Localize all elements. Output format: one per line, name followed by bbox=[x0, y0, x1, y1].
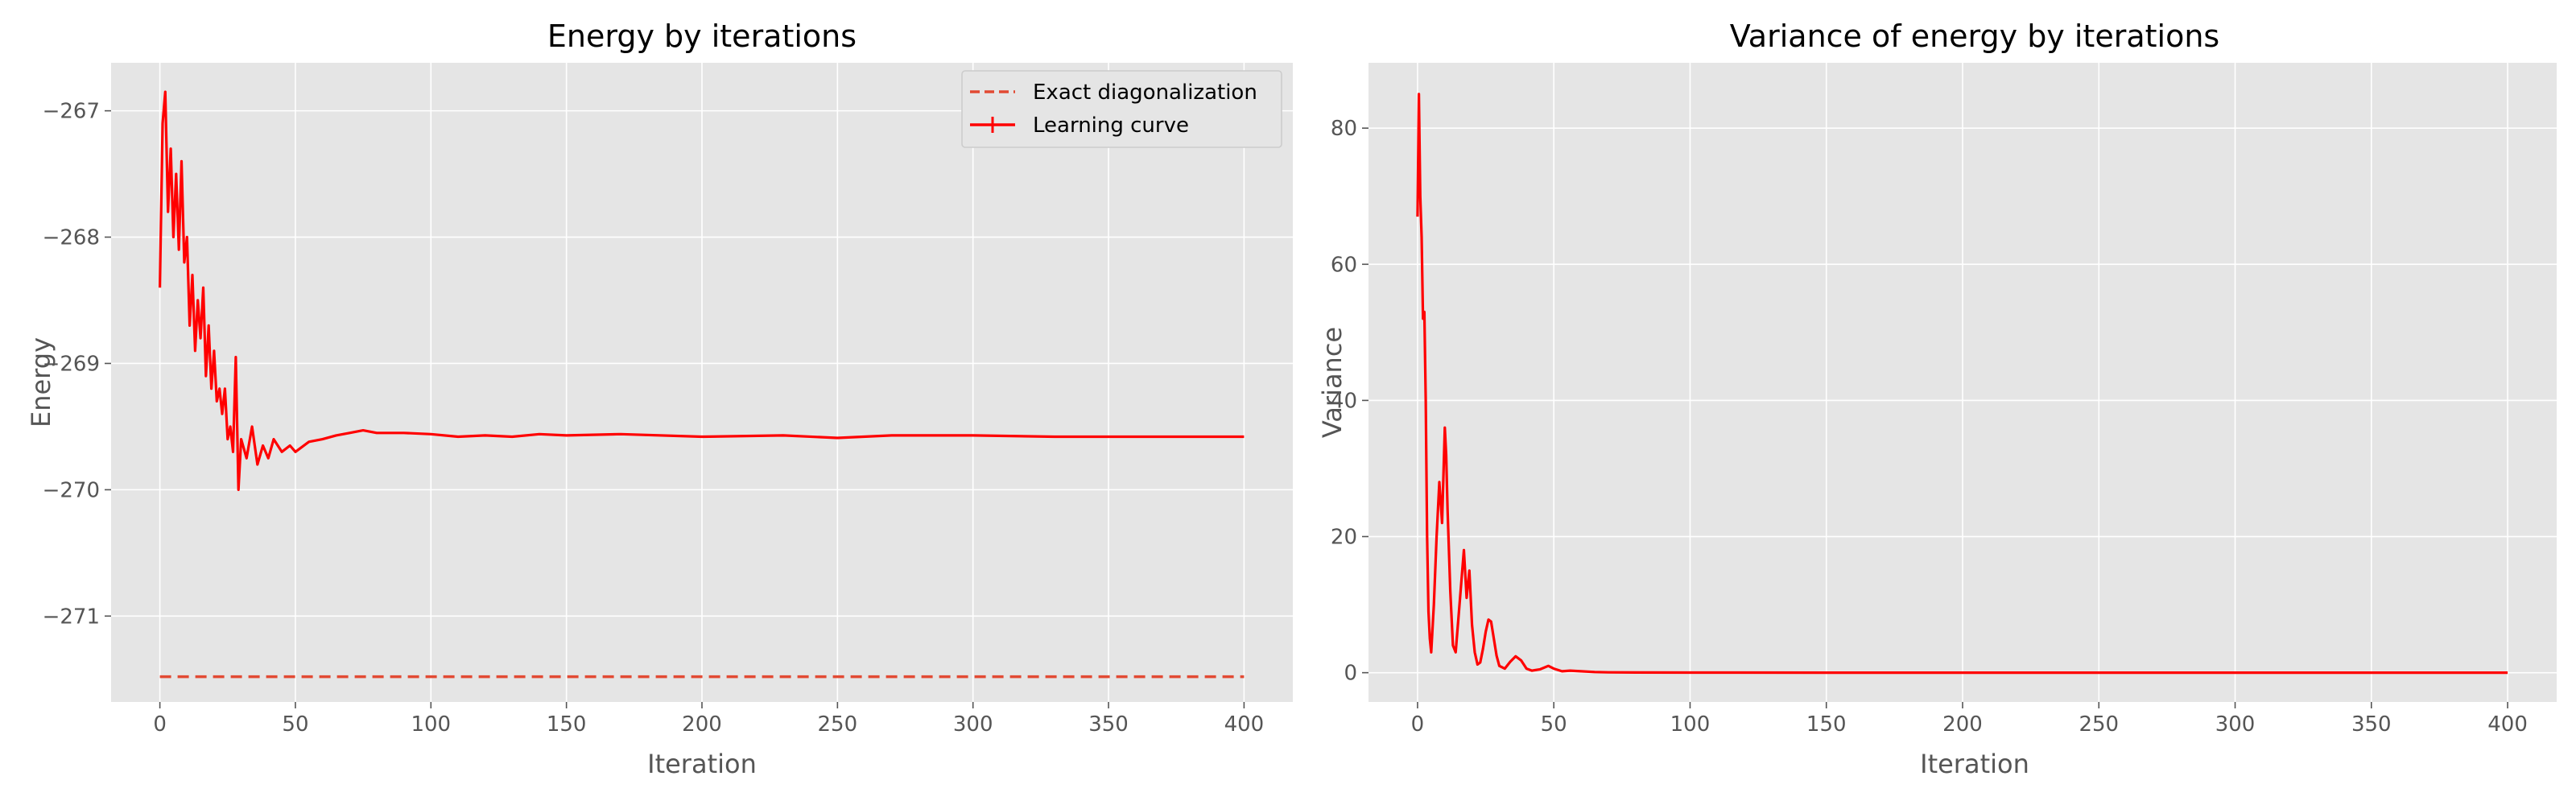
variance-y-ticks: 0 20 40 60 80 bbox=[1331, 117, 1368, 686]
series-line-series-0 bbox=[1416, 93, 2508, 675]
variance-y-axis-label: Variance bbox=[1317, 327, 1348, 438]
x-tick-label: 200 bbox=[682, 712, 722, 737]
x-tick-label: 150 bbox=[1806, 712, 1847, 737]
x-tick-label: 0 bbox=[1411, 712, 1425, 737]
y-tick-label: −271 bbox=[43, 605, 100, 629]
x-tick-label: 200 bbox=[1942, 712, 1983, 737]
x-tick-label: 100 bbox=[411, 712, 451, 737]
x-tick-label: 50 bbox=[1541, 712, 1567, 737]
energy-y-ticks: −267 −268 −269 −270 −271 bbox=[43, 100, 111, 629]
energy-series bbox=[159, 90, 1245, 679]
x-tick-label: 300 bbox=[953, 712, 993, 737]
variance-x-ticks: 0 50 100 150 200 250 300 350 400 bbox=[1411, 702, 2528, 737]
x-tick-label: 50 bbox=[282, 712, 308, 737]
y-tick-label: 20 bbox=[1331, 526, 1357, 550]
variance-chart-title: Variance of energy by iterations bbox=[1730, 19, 2219, 54]
x-tick-label: 0 bbox=[153, 712, 167, 737]
energy-y-axis-label: Energy bbox=[26, 337, 56, 427]
variance-chart: 0 50 100 150 200 250 300 350 400 0 20 40 60 80 Varia… bbox=[1317, 19, 2557, 779]
series-line-learning-curve bbox=[159, 90, 1245, 492]
y-tick-label: 80 bbox=[1331, 117, 1357, 141]
energy-x-ticks: 0 50 100 150 200 250 300 350 400 bbox=[153, 702, 1264, 737]
x-tick-label: 250 bbox=[818, 712, 858, 737]
energy-chart-title: Energy by iterations bbox=[547, 19, 857, 54]
x-tick-label: 100 bbox=[1670, 712, 1711, 737]
y-tick-label: 40 bbox=[1331, 389, 1357, 413]
variance-gridlines bbox=[1368, 63, 2557, 702]
y-tick-label: −268 bbox=[43, 226, 100, 250]
y-tick-label: −270 bbox=[43, 478, 100, 502]
x-tick-label: 300 bbox=[2215, 712, 2256, 737]
x-tick-label: 150 bbox=[547, 712, 587, 737]
x-tick-label: 400 bbox=[1224, 712, 1265, 737]
energy-x-axis-label: Iteration bbox=[647, 749, 757, 779]
x-tick-label: 350 bbox=[1088, 712, 1129, 737]
x-tick-label: 250 bbox=[2079, 712, 2119, 737]
x-tick-label: 350 bbox=[2351, 712, 2392, 737]
energy-legend: Exact diagonalization Learning curve bbox=[961, 70, 1282, 148]
energy-chart: 0 50 100 150 200 250 300 350 400 −267 −268 −269 −27… bbox=[26, 19, 1293, 779]
y-tick-label: −269 bbox=[43, 352, 100, 376]
y-tick-label: 60 bbox=[1331, 253, 1357, 277]
x-tick-label: 400 bbox=[2487, 712, 2528, 737]
legend-label-learning-curve: Learning curve bbox=[1033, 114, 1189, 138]
legend-label-exact-diagonalization: Exact diagonalization bbox=[1033, 80, 1257, 105]
variance-series bbox=[1416, 93, 2508, 675]
variance-x-axis-label: Iteration bbox=[1920, 749, 2029, 779]
y-tick-label: −267 bbox=[43, 100, 100, 124]
y-tick-label: 0 bbox=[1344, 662, 1357, 686]
legend-box bbox=[961, 70, 1282, 148]
